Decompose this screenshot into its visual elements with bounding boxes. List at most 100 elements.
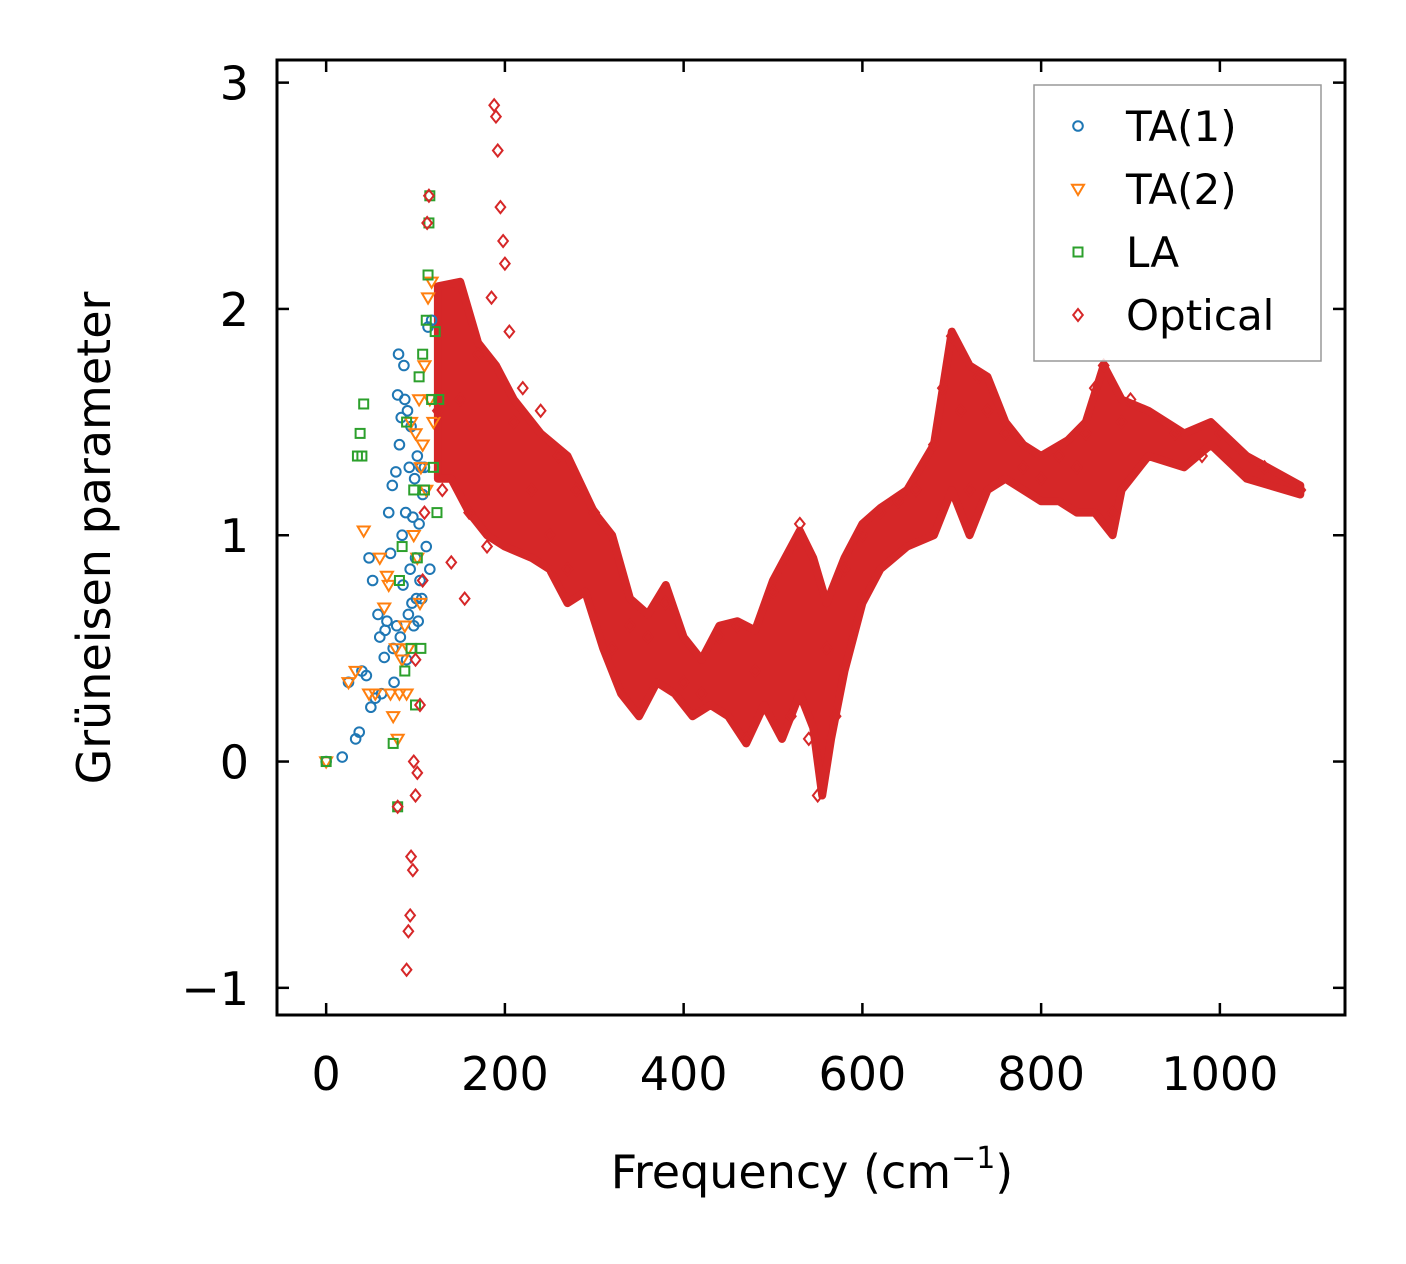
la-point [415,642,427,654]
ta-2-point [388,643,404,657]
ta-1-point [402,608,415,621]
optical-point [1097,357,1110,374]
optical-point [740,731,753,747]
optical-point [418,505,431,521]
la-point [420,314,432,326]
optical-point [488,97,501,113]
optical-point [641,629,654,645]
ta-1-point [407,511,419,523]
optical-point [422,188,436,204]
optical-point [954,403,967,419]
la-point [413,371,425,383]
optical-point [552,448,565,464]
scatter-marks [318,97,1307,978]
optical-point [909,482,923,498]
optical-point [402,923,415,939]
la-point [427,461,439,473]
ta-1-point [398,359,410,372]
optical-point [802,731,815,747]
optical-point [445,554,458,570]
optical-point [525,482,538,498]
legend-ta-1-label: TA(1) [1125,102,1237,151]
la-point [411,552,423,564]
plot-frame [275,58,1347,1017]
x-tick-label: 200 [461,1047,549,1101]
ta-2-point [355,525,372,539]
optical-point [570,482,583,498]
optical-point [404,848,418,865]
ta-2-point [367,688,384,702]
optical-point [534,403,547,419]
ta-2-point [411,394,427,408]
ta-1-point [424,563,436,575]
ta-1-point [394,631,407,643]
la-point [320,756,332,768]
ta-1-point [386,479,399,492]
optical-point [1106,505,1119,521]
optical-point [561,561,574,577]
legend-optical-label: Optical [1126,291,1274,340]
ta-1-point [353,726,366,738]
optical-band-fill [433,277,1305,800]
optical-point [963,482,976,498]
y-tick-label: 3 [220,57,249,111]
optical-point [874,505,887,521]
optical-point [1052,448,1066,464]
la-point [387,737,399,749]
ta-2-point [416,360,433,374]
optical-point [936,380,949,396]
ta-1-point [393,438,406,451]
la-point [433,393,445,405]
optical-point [1169,425,1182,442]
optical-point [400,962,413,978]
optical-point [411,765,424,781]
optical-point [498,256,511,272]
x-axis-title: Frequency (cm−1) [611,1141,1014,1199]
optical-point [421,215,434,231]
x-tick-label: 400 [640,1047,728,1101]
optical-point [1070,459,1083,475]
optical-point [588,505,601,521]
optical-point [404,907,417,924]
la-point [393,574,405,586]
ta-1-point [412,615,425,628]
la-point [408,484,420,496]
legend-ta-1-marker [1072,120,1084,132]
legend-optical-marker [1071,307,1085,323]
y-tick-label: 1 [220,509,249,563]
ta-2-point [420,292,436,306]
ta-2-point [398,688,415,702]
ta-1-point [408,472,421,485]
optical-point [1115,414,1128,430]
optical-point [516,380,529,396]
optical-point [409,787,422,804]
ta-2-point [414,439,431,453]
optical-point [507,414,520,430]
ta-1-point [360,669,373,682]
ta-1-point [399,393,411,406]
ta-1-point [381,615,393,628]
y-tick-label: 2 [220,283,249,337]
optical-point [416,572,429,589]
ta-2-point [407,428,424,442]
ta-2-point [385,711,401,725]
ta-2-point [425,416,442,431]
optical-point [659,595,672,611]
la-point [426,393,438,405]
optical-point [1258,459,1271,475]
y-tick-label: 0 [220,736,249,790]
optical-point [972,369,985,385]
optical-point [409,652,422,668]
ta-2-point [405,530,422,544]
ta-1-point [396,529,408,542]
optical-point [407,753,420,770]
ta-2-point [394,654,410,668]
optical-point [497,233,510,249]
optical-point [1124,391,1137,408]
optical-point [480,538,494,555]
ta-1-point [366,574,379,587]
optical-point [1195,448,1209,464]
optical-point [766,584,780,600]
optical-point [1294,482,1307,498]
